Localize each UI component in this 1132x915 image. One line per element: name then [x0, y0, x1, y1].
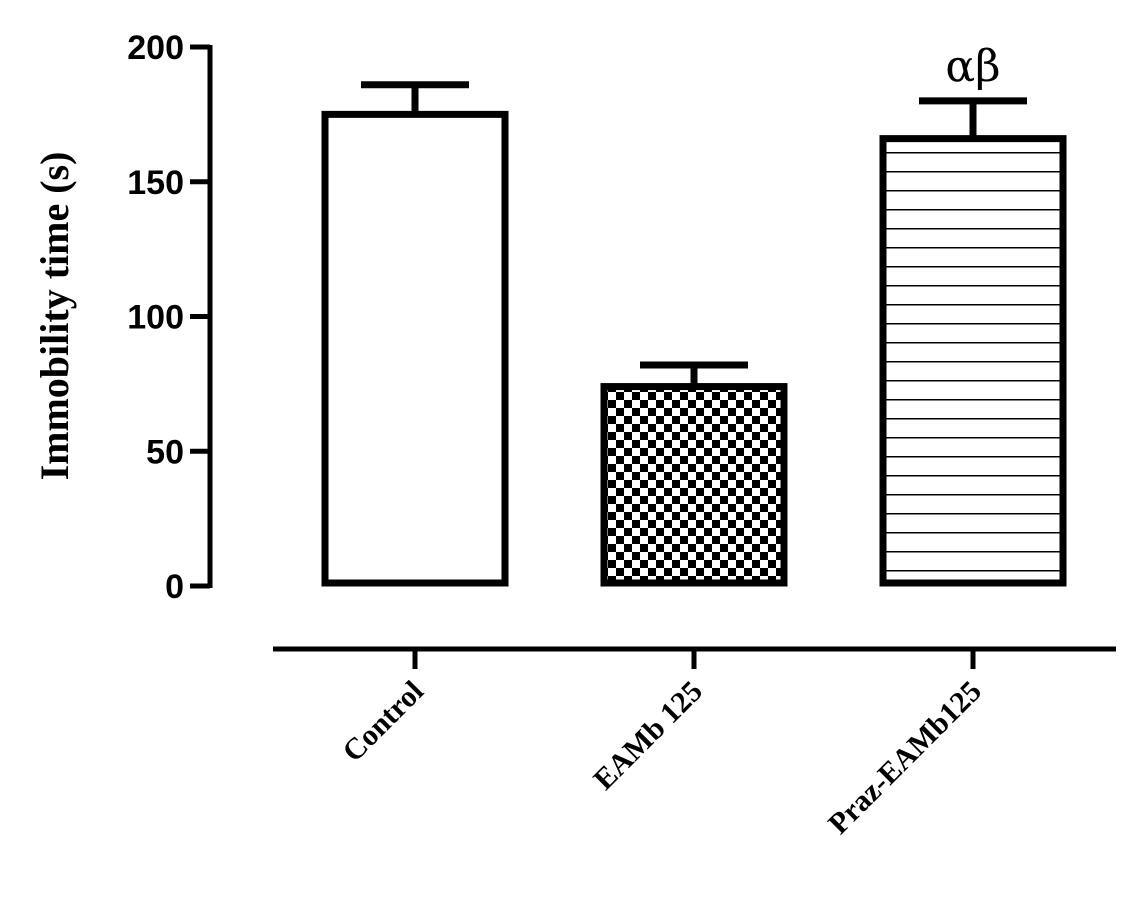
y-tick-label-0: 0	[165, 568, 184, 606]
x-tick-label-1: Control	[336, 675, 430, 769]
x-tick-label-2: EAMb 125	[587, 675, 709, 797]
y-tick-label-200: 200	[127, 29, 184, 67]
bar-2	[600, 383, 788, 587]
bar-3	[879, 135, 1067, 587]
y-tick-label-150: 150	[127, 164, 184, 202]
bar-1	[321, 110, 509, 587]
bars: αβ	[321, 41, 1067, 587]
y-axis-title: Immobility time (s)	[32, 152, 77, 481]
x-axis: Control EAMb 125 Praz-EAMb125	[273, 646, 1116, 841]
y-tick-label-100: 100	[127, 299, 184, 337]
bar-group-2	[600, 361, 788, 587]
y-axis: 0 50 100 150 200	[127, 29, 213, 606]
bar-group-1	[321, 81, 509, 587]
bar-group-3: αβ	[879, 41, 1067, 587]
y-tick-label-50: 50	[146, 433, 184, 471]
x-tick-label-3: Praz-EAMb125	[822, 675, 988, 841]
annotation-3: αβ	[945, 41, 1000, 92]
